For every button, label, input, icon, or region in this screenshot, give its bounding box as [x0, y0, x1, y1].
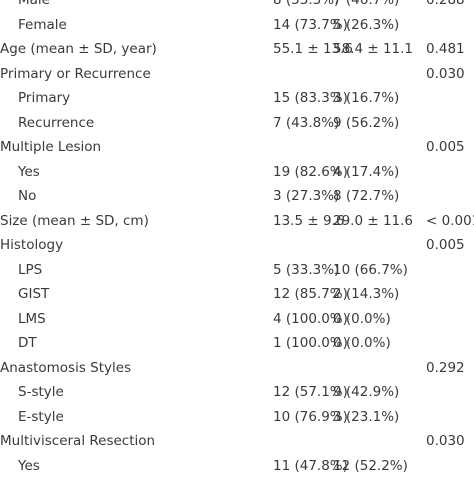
p-value: 0.292: [426, 356, 465, 381]
row-label: E-style: [18, 405, 64, 430]
row-label: Histology: [0, 233, 63, 258]
p-value: 0.005: [426, 233, 465, 258]
row-label: DT: [18, 331, 37, 356]
group2-value: 7 (46.7%): [333, 0, 399, 13]
row-label: Female: [18, 13, 67, 38]
row-label: Multivisceral Resection: [0, 429, 155, 454]
table-row: Anastomosis Styles 0.292: [0, 356, 474, 381]
group2-value: 10 (66.7%): [333, 258, 408, 283]
p-value: 0.005: [426, 135, 465, 160]
group1-value: 8 (53.3%): [273, 0, 339, 13]
row-label: Size (mean ± SD, cm): [0, 209, 149, 234]
group2-value: 12 (52.2%): [333, 454, 408, 478]
table-row: LPS 5 (33.3%)10 (66.7%): [0, 258, 474, 283]
row-label: LPS: [18, 258, 42, 283]
group2-value: 58.4 ± 11.1: [333, 37, 413, 62]
row-label: Age (mean ± SD, year): [0, 37, 157, 62]
row-label: No: [18, 184, 36, 209]
group2-value: 3 (16.7%): [333, 86, 399, 111]
table-row: Multivisceral Resection 0.030: [0, 429, 474, 454]
group2-value: 8 (72.7%): [333, 184, 399, 209]
table-row: Primary or Recurrence 0.030: [0, 62, 474, 87]
row-label: Multiple Lesion: [0, 135, 101, 160]
p-value: 0.030: [426, 62, 465, 87]
group2-value: 0 (0.0%): [333, 331, 391, 356]
group2-value: 5 (26.3%): [333, 13, 399, 38]
group1-value: 3 (27.3%): [273, 184, 339, 209]
p-value: 0.481: [426, 37, 465, 62]
row-label: Male: [18, 0, 50, 13]
table-row: Multiple Lesion 0.005: [0, 135, 474, 160]
row-label: LMS: [18, 307, 46, 332]
row-label: GIST: [18, 282, 49, 307]
row-label: Primary: [18, 86, 70, 111]
group2-value: 4 (17.4%): [333, 160, 399, 185]
row-label: Yes: [18, 454, 40, 478]
table-row: Male 8 (53.3%)7 (46.7%) 0.288: [0, 0, 474, 13]
p-value: 0.288: [426, 0, 465, 13]
group1-value: 5 (33.3%): [273, 258, 339, 283]
group2-value: 0 (0.0%): [333, 307, 391, 332]
group2-value: 29.0 ± 11.6: [333, 209, 413, 234]
table-row: Histology 0.005: [0, 233, 474, 258]
table-row: Recurrence 7 (43.8%)9 (56.2%): [0, 111, 474, 136]
group2-value: 2 (14.3%): [333, 282, 399, 307]
group2-value: 3 (23.1%): [333, 405, 399, 430]
row-label: S-style: [18, 380, 64, 405]
row-label: Anastomosis Styles: [0, 356, 131, 381]
table-row: No 3 (27.3%)8 (72.7%): [0, 184, 474, 209]
group2-value: 9 (56.2%): [333, 111, 399, 136]
row-label: Primary or Recurrence: [0, 62, 151, 87]
row-label: Yes: [18, 160, 40, 185]
row-label: Recurrence: [18, 111, 94, 136]
p-value: 0.030: [426, 429, 465, 454]
p-value: < 0.001: [426, 209, 474, 234]
group1-value: 7 (43.8%): [273, 111, 339, 136]
group2-value: 9 (42.9%): [333, 380, 399, 405]
